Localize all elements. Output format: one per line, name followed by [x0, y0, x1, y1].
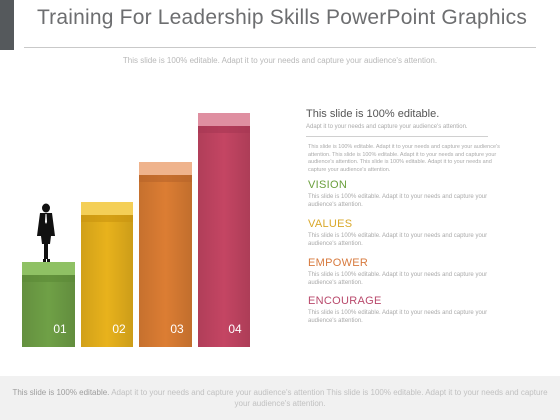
footer-text[interactable]: This slide is 100% editable. Adapt it to… — [10, 387, 550, 409]
footer-bold-text: This slide is 100% editable. — [12, 388, 110, 397]
bar-01-shade — [22, 275, 75, 347]
panel-paragraph[interactable]: This slide is 100% editable. Adapt it to… — [308, 144, 500, 173]
bar-03-top — [139, 162, 192, 175]
bar-01-top — [22, 262, 75, 275]
bar-03-shade — [139, 175, 192, 347]
bar-02-edge — [81, 215, 133, 222]
bar-03[interactable] — [139, 162, 192, 347]
bar-04-edge — [198, 126, 250, 133]
bar-02-label: 02 — [112, 322, 126, 336]
bar-01-label: 01 — [53, 322, 67, 336]
item-desc-values[interactable]: This slide is 100% editable. Adapt it to… — [308, 233, 488, 247]
bar-03-label: 03 — [170, 322, 184, 336]
bar-04-shade — [198, 126, 250, 347]
panel-divider — [306, 136, 488, 137]
businessman-silhouette-icon — [37, 203, 55, 262]
title-divider — [24, 47, 536, 48]
bar-02[interactable] — [81, 202, 133, 347]
slide-subtitle[interactable]: This slide is 100% editable. Adapt it to… — [122, 56, 438, 65]
footer-bar: This slide is 100% editable. Adapt it to… — [0, 376, 560, 420]
bar-01-edge — [22, 275, 75, 282]
slide-title[interactable]: Training For Leadership Skills PowerPoin… — [36, 6, 528, 29]
bar-04-top — [198, 113, 250, 126]
panel-subheading[interactable]: Adapt it to your needs and capture your … — [306, 124, 468, 130]
panel-heading[interactable]: This slide is 100% editable. — [306, 108, 440, 120]
item-desc-vision[interactable]: This slide is 100% editable. Adapt it to… — [308, 194, 488, 208]
list-item-vision: VISION This slide is 100% editable. Adap… — [308, 179, 513, 209]
item-desc-encourage[interactable]: This slide is 100% editable. Adapt it to… — [308, 310, 488, 324]
item-label-empower[interactable]: EMPOWER — [308, 257, 369, 269]
item-label-vision[interactable]: VISION — [308, 179, 348, 191]
bar-04-label: 04 — [228, 322, 242, 336]
bar-02-top — [81, 202, 133, 215]
list-item-empower: EMPOWER This slide is 100% editable. Ada… — [308, 257, 513, 287]
bar-01[interactable] — [22, 262, 75, 347]
bar-02-shade — [81, 215, 133, 347]
footer-rest-text: Adapt it to your needs and capture your … — [109, 388, 548, 408]
item-label-values[interactable]: VALUES — [308, 218, 353, 230]
title-accent-block — [0, 0, 14, 50]
item-label-encourage[interactable]: ENCOURAGE — [308, 295, 382, 307]
list-item-encourage: ENCOURAGE This slide is 100% editable. A… — [308, 295, 513, 325]
bar-03-edge — [139, 175, 192, 182]
title-bar: Training For Leadership Skills PowerPoin… — [0, 0, 560, 50]
bar-04[interactable] — [198, 113, 250, 347]
list-item-values: VALUES This slide is 100% editable. Adap… — [308, 218, 513, 248]
item-desc-empower[interactable]: This slide is 100% editable. Adapt it to… — [308, 272, 488, 286]
